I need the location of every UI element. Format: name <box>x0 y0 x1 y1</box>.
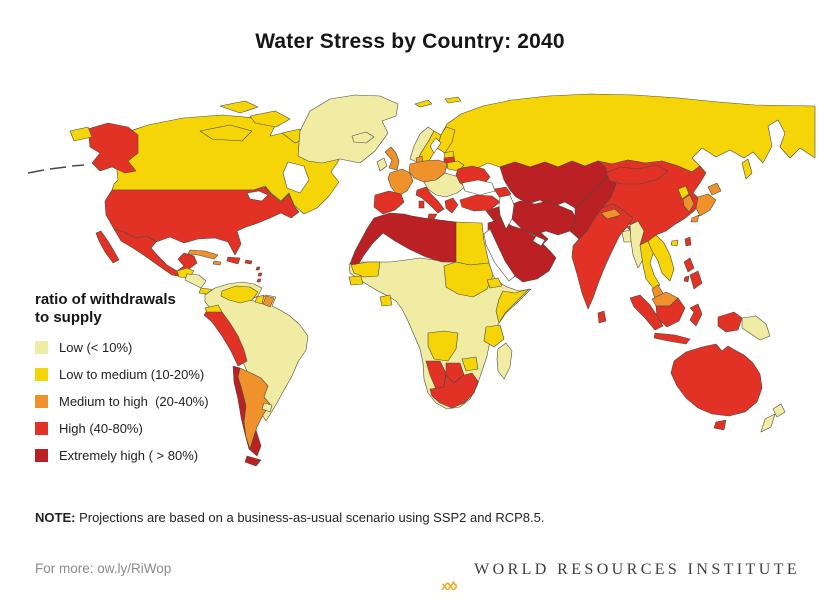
region-greenland <box>297 94 399 164</box>
legend-label-medium_high: Medium to high (20-40%) <box>59 394 209 410</box>
legend-swatch-medium_high <box>35 395 48 409</box>
region-red-sea <box>483 228 516 282</box>
region-java <box>653 332 691 345</box>
region-egypt <box>455 221 490 266</box>
region-madagascar <box>496 342 513 380</box>
wri-lattice-diamond-icon <box>436 570 465 590</box>
legend-item-medium_high: Medium to high (20-40%) <box>35 394 250 410</box>
region-sulawesi <box>689 303 703 327</box>
region-japan <box>690 182 722 223</box>
note: NOTE: Projections are based on a busines… <box>35 510 544 525</box>
region-venezuela <box>220 285 259 304</box>
region-alaska <box>87 122 139 174</box>
region-mexico <box>95 228 198 278</box>
region-tierra-del-fuego <box>244 455 262 467</box>
legend: ratio of withdrawals to supply Low (< 10… <box>35 291 250 476</box>
legend-title: ratio of withdrawals to supply <box>35 291 250 328</box>
legend-label-low_medium: Low to medium (10-20%) <box>59 367 205 383</box>
page-title: Water Stress by Country: 2040 <box>255 30 565 53</box>
region-hainan <box>670 239 679 247</box>
region-argentina <box>237 367 271 450</box>
region-suriname <box>254 294 265 305</box>
region-puerto-rico <box>244 259 253 265</box>
region-tasmania <box>713 419 727 431</box>
region-jamaica <box>212 260 222 266</box>
region-angola <box>427 330 459 362</box>
note-label: NOTE: <box>35 510 76 525</box>
region-peru <box>203 311 248 367</box>
region-north-korea <box>677 185 690 200</box>
region-nepal <box>600 208 622 220</box>
legend-label-low: Low (< 10%) <box>59 340 133 356</box>
region-taiwan <box>684 236 692 247</box>
region-italy <box>415 186 445 220</box>
region-turkey <box>459 194 501 212</box>
region-caucasus <box>493 186 512 199</box>
region-eritrea <box>486 277 503 289</box>
region-mauritania <box>350 261 381 278</box>
wri-logo-text: WORLD RESOURCES INSTITUTE <box>474 561 800 578</box>
world-map <box>27 93 816 467</box>
region-uk <box>384 146 400 171</box>
region-honduras-nicaragua <box>184 273 207 289</box>
legend-title-line1: ratio of withdrawals <box>35 291 176 308</box>
region-somalia <box>495 288 530 324</box>
region-maghreb <box>349 212 457 266</box>
legend-item-high: High (40-80%) <box>35 421 250 437</box>
region-new-zealand <box>760 403 786 433</box>
region-caspian-sea <box>498 194 515 230</box>
region-south-africa <box>429 372 479 409</box>
region-france <box>387 168 414 197</box>
region-ireland <box>376 157 388 172</box>
region-mongolia <box>605 164 669 185</box>
legend-item-extremely_high: Extremely high ( > 80%) <box>35 448 250 464</box>
region-sumatra <box>629 294 664 331</box>
legend-items: Low (< 10%) Low to medium (10-20%) Medium … <box>35 340 250 464</box>
legend-item-low: Low (< 10%) <box>35 340 250 356</box>
region-south-korea <box>682 194 695 213</box>
legend-label-high: High (40-80%) <box>59 421 143 437</box>
region-sri-lanka <box>597 310 607 324</box>
legend-swatch-low_medium <box>35 368 48 382</box>
region-cuba <box>187 249 219 260</box>
region-tanzania <box>483 324 505 348</box>
wri-logo: WORLD RESOURCES INSTITUTE <box>436 550 800 590</box>
region-great-lakes <box>246 190 269 202</box>
note-text: Projections are based on a business-as-u… <box>75 510 545 525</box>
legend-swatch-extremely_high <box>35 449 48 463</box>
region-senegal <box>348 275 364 286</box>
region-sakhalin <box>741 158 753 180</box>
region-iberia <box>373 190 405 215</box>
region-arctic-islands <box>199 100 311 144</box>
region-gulf-of-bothnia <box>429 137 442 154</box>
legend-swatch-high <box>35 422 48 436</box>
legend-title-line2: to supply <box>35 309 102 327</box>
legend-label-extremely_high: Extremely high ( > 80%) <box>59 448 199 464</box>
region-aleutian-islands <box>27 164 85 174</box>
region-indochina <box>647 234 675 282</box>
for-more-link: For more: ow.ly/RiWop <box>35 561 172 576</box>
region-black-sea <box>461 179 496 196</box>
region-persian-gulf <box>532 235 546 247</box>
region-papua-new-guinea <box>741 315 771 341</box>
region-west-papua <box>717 311 743 333</box>
region-greece <box>444 197 459 214</box>
region-hudson-bay <box>282 161 310 194</box>
region-lesser-antilles <box>255 266 263 283</box>
region-hispaniola <box>226 256 241 265</box>
region-uruguay <box>261 402 273 413</box>
legend-swatch-low <box>35 341 48 355</box>
region-australia <box>670 343 763 417</box>
region-zimbabwe <box>461 356 479 372</box>
legend-item-low_medium: Low to medium (10-20%) <box>35 367 250 383</box>
region-svalbard <box>414 96 462 108</box>
region-ghana <box>379 294 393 307</box>
region-iceland <box>351 131 375 144</box>
region-french-guiana <box>262 295 275 308</box>
region-chukotka <box>69 126 93 142</box>
region-canada <box>111 114 340 215</box>
region-philippines <box>683 257 703 290</box>
